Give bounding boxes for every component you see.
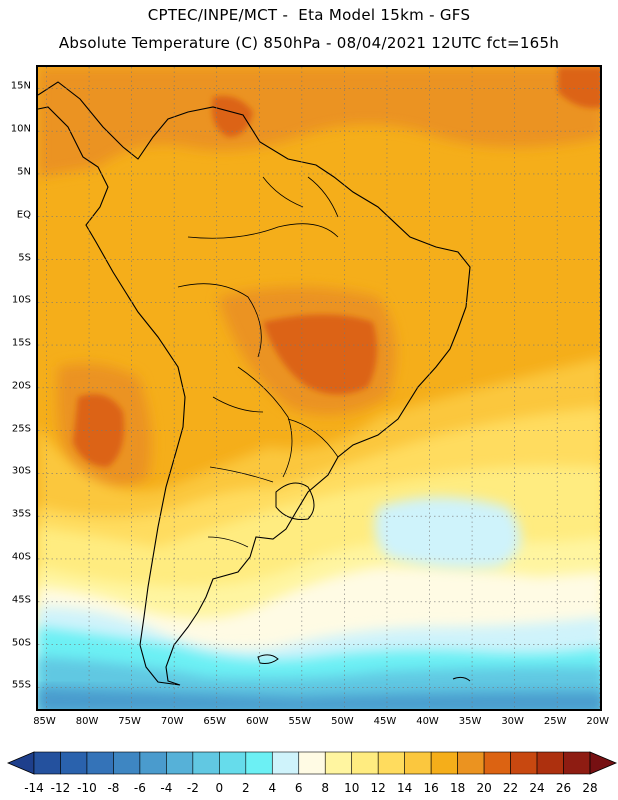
colorbar-tick-label: -12 <box>50 781 71 795</box>
colorbar-tick-label: -4 <box>160 781 173 795</box>
colorbar-tick-label: -14 <box>24 781 44 795</box>
colorbar-segment <box>536 751 564 775</box>
lat-tick-label: 15N <box>10 80 31 92</box>
colorbar-tick-label: 16 <box>423 781 439 795</box>
lon-tick-label: 75W <box>118 716 141 727</box>
colorbar-segment <box>245 751 273 775</box>
lat-tick-label: 20S <box>11 380 31 392</box>
colorbar-tick-label: -6 <box>133 781 146 795</box>
colorbar-tick-label: 8 <box>321 781 330 795</box>
falkland-islands <box>257 654 279 664</box>
lon-tick-label: 20W <box>586 716 610 727</box>
lon-tick-label: 55W <box>288 716 312 727</box>
lat-tick-label: 50S <box>11 637 31 649</box>
colorbar-tick-label: -10 <box>77 781 97 795</box>
south-georgia-island <box>452 676 471 682</box>
lat-tick-label: 30S <box>11 465 31 477</box>
colorbar-segment <box>483 751 511 775</box>
lat-tick-label: 5N <box>17 166 31 178</box>
colorbar-segment <box>298 751 326 775</box>
lat-tick-label: 10N <box>10 123 31 135</box>
lat-tick-label: 25S <box>11 423 31 435</box>
lat-tick-label: 10S <box>11 294 31 306</box>
colorbar-segment <box>563 751 591 775</box>
colorbar-segment <box>430 751 458 775</box>
lon-tick-label: 60W <box>245 716 269 727</box>
lat-tick-label: 40S <box>11 551 31 563</box>
colorbar-tick-label: 26 <box>555 781 572 795</box>
colorbar-tick-label: 22 <box>502 781 519 795</box>
colorbar-segment <box>510 751 538 775</box>
colorbar-segment <box>139 751 167 775</box>
lon-tick-label: 30W <box>501 716 524 727</box>
lat-tick-label: EQ <box>16 209 31 221</box>
colorbar-segment <box>86 751 114 775</box>
lat-tick-label: 55S <box>11 679 31 691</box>
colorbar-tick-label: 12 <box>370 781 386 795</box>
lon-tick-label: 35W <box>458 716 482 727</box>
field-20-22-caribbean <box>212 96 253 137</box>
map-title-line-2: Absolute Temperature (C) 850hPa - 08/04/… <box>58 34 560 52</box>
colorbar-segment <box>404 751 432 775</box>
colorbar-segment <box>377 751 405 775</box>
map-title-line-1: CPTEC/INPE/MCT - Eta Model 15km - GFS <box>147 6 471 24</box>
south-america-coastline <box>38 81 471 686</box>
lon-tick-label: 45W <box>373 716 397 727</box>
colorbar-segment <box>166 751 194 775</box>
colorbar-tick-label: 10 <box>344 781 360 795</box>
field-4-6-blob <box>374 497 521 569</box>
lon-tick-label: 70W <box>160 716 184 727</box>
lat-tick-label: 45S <box>11 594 31 606</box>
colorbar-tick-label: -2 <box>186 781 199 795</box>
colorbar-tick-label: 28 <box>582 781 598 795</box>
colorbar-segment <box>457 751 485 775</box>
lat-tick-label: 15S <box>11 337 31 349</box>
field-20-22-core <box>263 314 377 395</box>
colorbar-segment <box>33 751 61 775</box>
colorbar-tick-label: 24 <box>529 781 545 795</box>
lon-tick-label: 80W <box>75 716 99 727</box>
colorbar-segment <box>60 751 88 775</box>
lon-tick-label: 25W <box>543 716 567 727</box>
colorbar-tick-label: 4 <box>268 781 277 795</box>
lon-tick-label: 65W <box>203 716 227 727</box>
lat-tick-label: 35S <box>11 508 31 520</box>
colorbar-tick-label: -8 <box>107 781 120 795</box>
colorbar-low-extension <box>6 751 35 775</box>
colorbar-segment <box>324 751 353 775</box>
colorbar-segment <box>271 751 300 775</box>
colorbar-tick-label: 20 <box>476 781 492 795</box>
field-20-22-ne-atlantic <box>558 67 600 108</box>
colorbar-tick-label: 2 <box>241 781 250 795</box>
lat-tick-label: 5S <box>18 252 31 264</box>
map-panel <box>36 65 602 711</box>
country-borders <box>177 176 339 548</box>
colorbar-tick-label: 6 <box>294 781 303 795</box>
colorbar-high-extension <box>589 751 618 775</box>
field-minus-2-0 <box>38 687 600 709</box>
lon-tick-label: 50W <box>331 716 354 727</box>
lon-tick-label: 85W <box>33 716 56 727</box>
field-18-20-north <box>38 67 600 177</box>
colorbar-tick-label: 0 <box>215 781 224 795</box>
colorbar-tick-label: 14 <box>397 781 413 795</box>
colorbar-segment <box>351 751 379 775</box>
temperature-colorbar <box>6 751 618 775</box>
temperature-field-map <box>38 67 600 709</box>
field-20-22-pacific <box>73 394 124 467</box>
colorbar-segment <box>113 751 141 775</box>
lon-tick-label: 40W <box>416 716 439 727</box>
colorbar-tick-label: 18 <box>449 781 466 795</box>
colorbar-segment <box>192 751 220 775</box>
colorbar-segment <box>219 751 247 775</box>
